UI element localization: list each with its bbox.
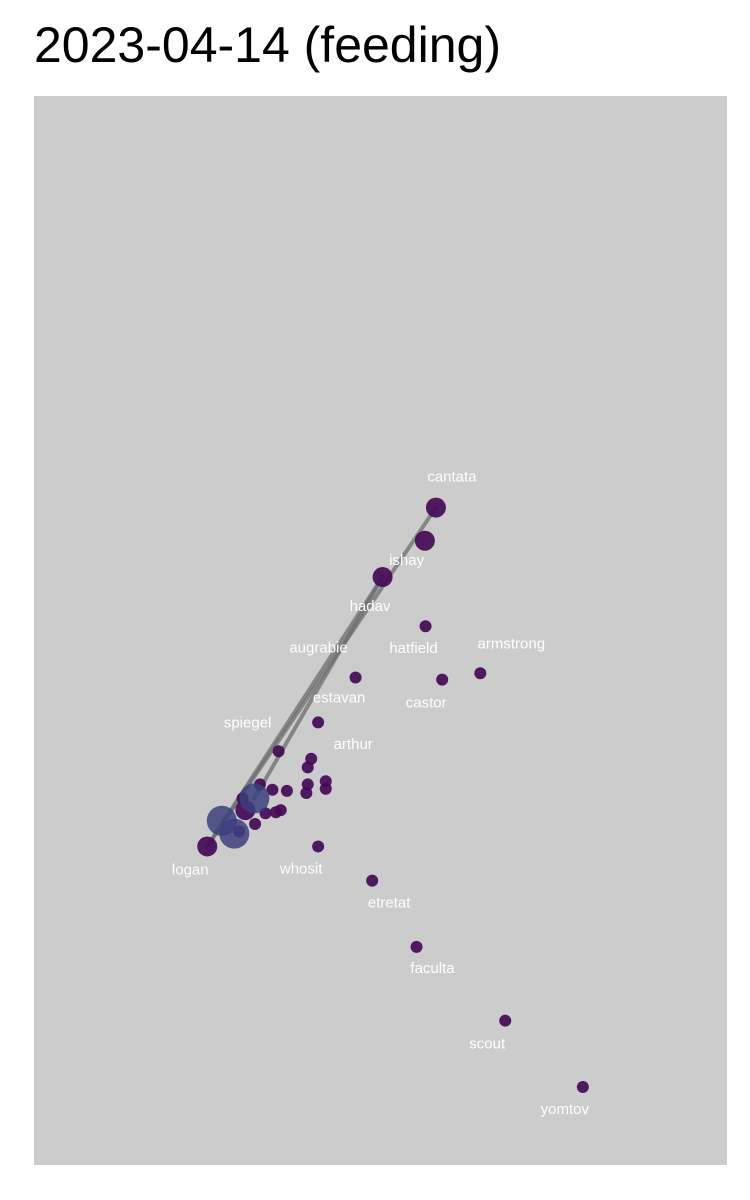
point-armstrong <box>474 667 487 680</box>
point-c1 <box>301 761 314 774</box>
label-hatfield: hatfield <box>389 640 437 657</box>
edge-ishay-hub <box>252 575 385 801</box>
edge-ishay-logan <box>205 575 385 849</box>
label-estavan: estavan <box>313 689 366 706</box>
point-c5 <box>300 786 313 799</box>
point-etretat <box>366 874 379 887</box>
point-castor <box>436 673 449 686</box>
point-ishay <box>372 567 393 588</box>
label-yomtov: yomtov <box>541 1101 590 1118</box>
point-c13 <box>249 817 262 830</box>
label-armstrong: armstrong <box>478 635 546 652</box>
point-hub <box>239 783 270 814</box>
point-whosit <box>312 840 325 853</box>
plot-panel <box>34 96 727 1165</box>
label-castor: castor <box>406 695 447 712</box>
label-scout: scout <box>469 1036 506 1053</box>
point-c6 <box>280 784 293 797</box>
point-yomtov <box>576 1080 589 1093</box>
point-faculta <box>410 940 423 953</box>
point-c7 <box>266 783 279 796</box>
label-augrabie: augrabie <box>289 640 347 657</box>
chart-title: 2023-04-14 (feeding) <box>34 17 501 73</box>
point-c3 <box>319 782 332 795</box>
point-logan <box>197 836 218 857</box>
label-cantata: cantata <box>427 469 477 486</box>
point-layer <box>197 497 589 1093</box>
point-hub3 <box>219 818 250 849</box>
label-etretat: etretat <box>368 895 411 912</box>
label-ishay: ishay <box>389 552 425 569</box>
point-mid1 <box>414 530 435 551</box>
point-scout <box>499 1014 512 1027</box>
label-whosit: whosit <box>279 860 323 877</box>
point-spiegel <box>272 745 285 758</box>
label-faculta: faculta <box>410 960 455 977</box>
point-cantata <box>425 497 446 518</box>
point-estavan <box>312 716 325 729</box>
label-arthur: arthur <box>334 736 373 753</box>
point-c11 <box>274 804 287 817</box>
label-hadav: hadav <box>350 598 391 615</box>
point-augrabie <box>349 671 362 684</box>
label-spiegel: spiegel <box>224 714 272 731</box>
label-logan: logan <box>172 861 209 878</box>
label-layer: cantata ishay hatfield armstrong castor augra… <box>172 469 590 1118</box>
point-hatfield <box>419 620 432 633</box>
